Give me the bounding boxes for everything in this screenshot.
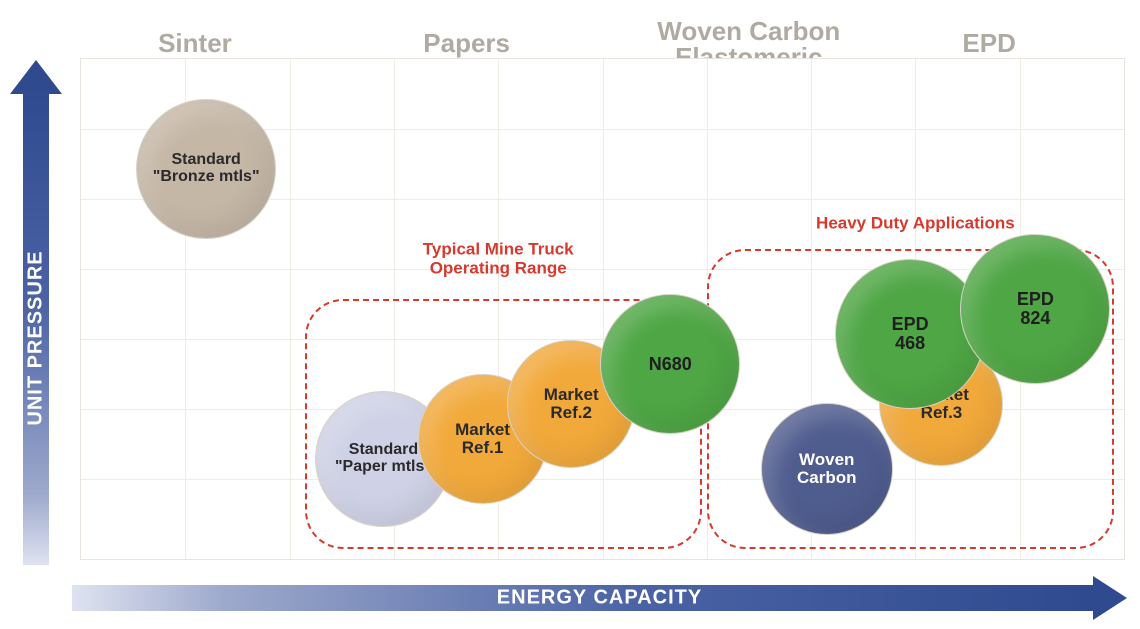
x-axis-arrowhead-icon bbox=[1093, 576, 1127, 620]
gridline-v bbox=[290, 59, 291, 559]
gridline-v bbox=[603, 59, 604, 559]
bubble-epd-824: EPD 824 bbox=[960, 234, 1110, 384]
region-label-mine-truck: Typical Mine Truck Operating Range bbox=[423, 240, 574, 277]
bubble-label-woven-carbon: Woven Carbon bbox=[791, 445, 863, 493]
bubble-woven-carbon: Woven Carbon bbox=[761, 403, 893, 535]
bubble-label-bronze: Standard "Bronze mtls" bbox=[147, 146, 266, 192]
hdr-sinter: Sinter bbox=[158, 30, 232, 56]
y-axis-label: UNIT PRESSURE bbox=[25, 250, 48, 425]
hdr-epd: EPD bbox=[962, 30, 1015, 56]
y-axis: UNIT PRESSURE bbox=[10, 60, 62, 565]
bubble-n680: N680 bbox=[600, 294, 740, 434]
hdr-papers: Papers bbox=[423, 30, 510, 56]
bubble-label-market-ref-1: Market Ref.1 bbox=[449, 415, 516, 463]
bubble-label-epd-468: EPD 468 bbox=[886, 309, 935, 359]
chart-container: SinterPapersWoven Carbon ElastomericEPD … bbox=[0, 0, 1140, 629]
region-label-heavy-duty: Heavy Duty Applications bbox=[816, 215, 1015, 234]
category-headers: SinterPapersWoven Carbon ElastomericEPD bbox=[80, 8, 1125, 58]
bubble-label-market-ref-2: Market Ref.2 bbox=[538, 380, 605, 428]
bubble-label-epd-824: EPD 824 bbox=[1011, 284, 1060, 334]
plot-area: Typical Mine Truck Operating Range Heavy … bbox=[80, 58, 1125, 560]
x-axis: ENERGY CAPACITY bbox=[72, 576, 1127, 620]
bubble-bronze: Standard "Bronze mtls" bbox=[136, 99, 276, 239]
bubble-label-n680: N680 bbox=[643, 349, 698, 380]
x-axis-label: ENERGY CAPACITY bbox=[497, 587, 702, 610]
bubble-epd-468: EPD 468 bbox=[835, 259, 985, 409]
